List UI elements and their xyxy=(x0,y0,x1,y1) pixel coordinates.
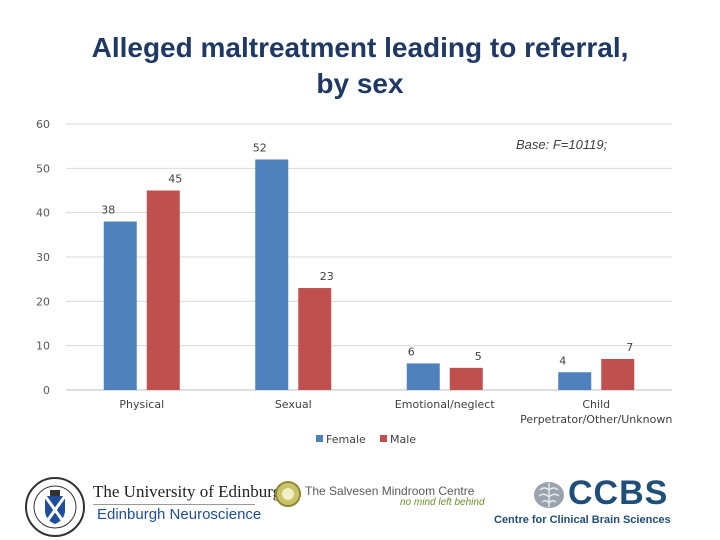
chart-title-line-2: by sex xyxy=(316,68,404,99)
data-label: 6 xyxy=(408,345,415,358)
logo-footer: The University of Edinburgh Edinburgh Ne… xyxy=(0,468,720,540)
bar-chart: 0 10 20 30 40 50 60 38 45 Physical 52 23 Sexual 6 5 Emo… xyxy=(36,118,672,446)
y-tick-label: 30 xyxy=(36,251,50,264)
edinburgh-crest-icon xyxy=(25,477,85,537)
x-tick-label: Perpetrator/Other/Unknown xyxy=(520,413,672,426)
mindroom-logo-tag: no mind left behind xyxy=(400,497,485,508)
data-label: 5 xyxy=(475,350,482,363)
edinburgh-logo-name: The University of Edinburgh xyxy=(93,482,290,501)
bar-female xyxy=(255,159,289,390)
brain-icon xyxy=(534,482,564,508)
legend-swatch-male xyxy=(380,435,387,442)
x-tick-label: Emotional/neglect xyxy=(395,398,496,411)
y-tick-label: 50 xyxy=(36,162,50,175)
bar-female xyxy=(558,372,592,390)
ccbs-logo-name: CCBS xyxy=(568,474,669,512)
legend-label-male: Male xyxy=(390,433,416,446)
data-label: 45 xyxy=(168,173,182,186)
y-tick-label: 0 xyxy=(43,384,50,397)
y-tick-label: 20 xyxy=(36,295,50,308)
legend-label-female: Female xyxy=(326,433,366,446)
bar-female xyxy=(103,221,137,390)
data-label: 23 xyxy=(320,270,334,283)
edinburgh-logo-sub: Edinburgh Neuroscience xyxy=(97,506,262,523)
x-tick-label: Sexual xyxy=(275,398,312,411)
x-tick-label: Child xyxy=(582,398,610,411)
mindroom-logo-name: The Salvesen Mindroom Centre xyxy=(305,484,475,498)
chart-title-line-1: Alleged maltreatment leading to referral… xyxy=(91,32,629,63)
bar-female xyxy=(406,363,440,390)
base-note: Base: F=10119; xyxy=(516,137,608,152)
bar-male xyxy=(146,190,180,390)
data-label: 7 xyxy=(626,341,633,354)
legend-swatch-female xyxy=(316,435,323,442)
y-tick-label: 60 xyxy=(36,118,50,131)
ccbs-logo-sub: Centre for Clinical Brain Sciences xyxy=(494,514,671,526)
bar-male xyxy=(449,367,483,390)
mindroom-logo-icon xyxy=(275,481,301,507)
y-tick-label: 40 xyxy=(36,207,50,220)
x-tick-label: Physical xyxy=(119,398,164,411)
bar-male xyxy=(601,358,635,390)
data-label: 52 xyxy=(253,141,267,154)
y-tick-label: 10 xyxy=(36,340,50,353)
bar-male xyxy=(298,288,332,390)
chart-title: Alleged maltreatment leading to referral… xyxy=(0,30,720,102)
data-label: 38 xyxy=(101,204,115,217)
data-label: 4 xyxy=(559,354,566,367)
edinburgh-logo-rule xyxy=(93,504,255,505)
